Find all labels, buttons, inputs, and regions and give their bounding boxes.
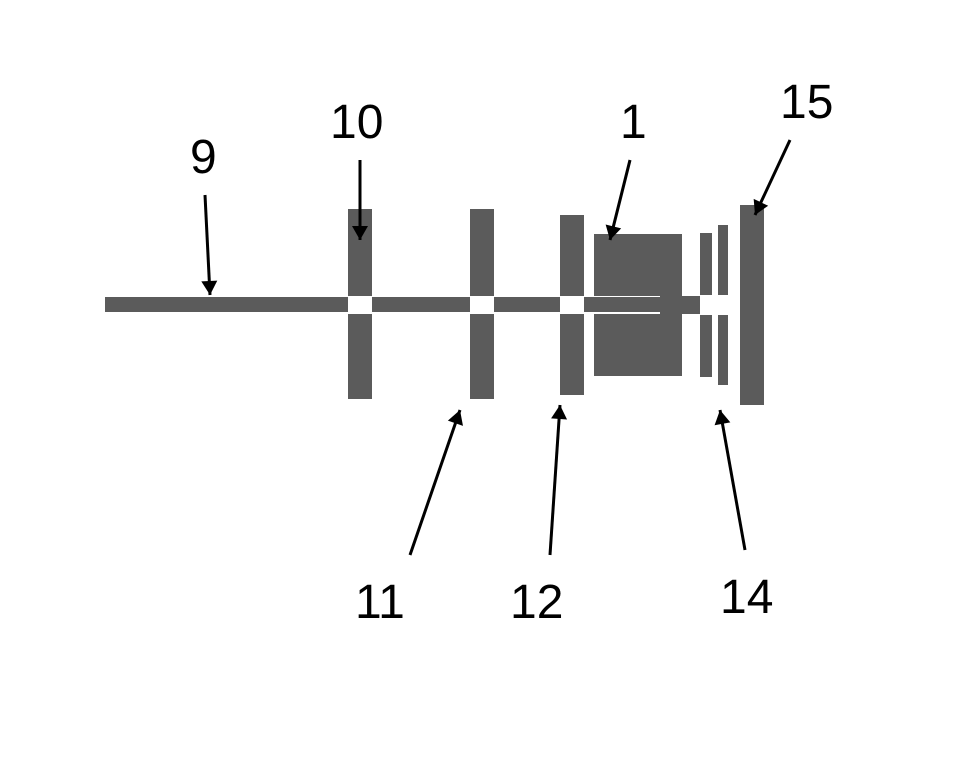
notch-10 [348, 296, 372, 314]
label-14: 14 [720, 570, 773, 625]
thin-bar-top [700, 233, 712, 295]
vertical-bar-14-top [718, 225, 728, 295]
label-11: 11 [355, 575, 405, 630]
vertical-bar-15 [740, 205, 764, 405]
block-1-top [594, 234, 682, 296]
notch-11 [470, 296, 494, 314]
label-12: 12 [510, 575, 563, 630]
label-1: 1 [620, 95, 647, 150]
block-1-center [660, 296, 700, 314]
thin-bar-bottom [700, 315, 712, 377]
label-10: 10 [330, 95, 383, 150]
horizontal-shaft [105, 297, 688, 312]
block-1-bottom [594, 314, 682, 376]
label-15: 15 [780, 75, 833, 130]
notch-12 [560, 296, 584, 314]
vertical-bar-14-bottom [718, 315, 728, 385]
label-9: 9 [190, 130, 217, 185]
